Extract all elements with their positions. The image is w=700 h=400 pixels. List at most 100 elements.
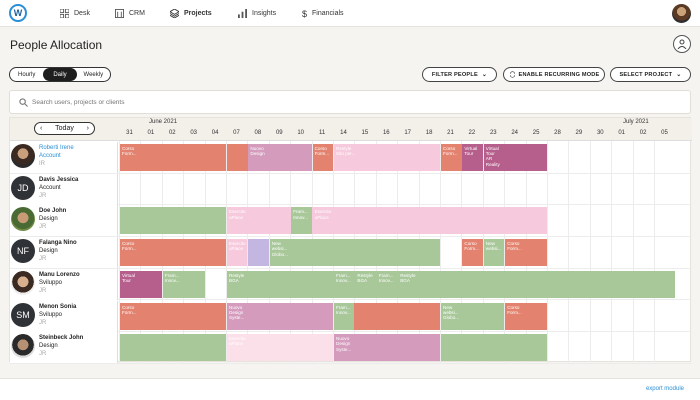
allocation-bar[interactable]: Corso Form... bbox=[120, 239, 226, 267]
allocation-bar[interactable]: Fram... Innov... bbox=[334, 302, 355, 330]
profile-button[interactable] bbox=[673, 35, 691, 53]
allocation-bar[interactable]: Virtual Tour bbox=[462, 144, 483, 171]
allocation-bar-label: Restyle BGA bbox=[357, 272, 373, 283]
person-card[interactable]: NF Falanga Nino Design JR bbox=[10, 237, 118, 269]
nav-insights[interactable]: Insights bbox=[238, 0, 276, 27]
search-bar bbox=[9, 90, 691, 114]
allocation-bar-label: Corso Form... bbox=[122, 241, 137, 252]
chevron-down-icon: ⌄ bbox=[481, 72, 488, 78]
view-toggle: Hourly Daily Weekly bbox=[9, 67, 111, 82]
allocation-bar-label: Corso Form... bbox=[507, 241, 522, 252]
nav-projects[interactable]: Projects bbox=[170, 0, 212, 27]
today-button[interactable]: Today bbox=[55, 125, 74, 132]
allocation-bar[interactable]: Esercito uPlace bbox=[227, 334, 333, 362]
search-input[interactable] bbox=[32, 96, 432, 109]
allocation-bar[interactable]: New websi... Globo... bbox=[269, 239, 440, 267]
allocation-bar[interactable]: Corso Form... bbox=[312, 144, 333, 171]
person-card[interactable]: Roberti Irene Account IR bbox=[10, 142, 118, 173]
allocation-bar[interactable]: Fram... Innov... bbox=[376, 270, 398, 298]
day-gridline bbox=[461, 141, 463, 363]
allocation-bar[interactable] bbox=[441, 334, 547, 362]
day-column-label: 31 bbox=[126, 130, 133, 136]
person-level: JR bbox=[39, 319, 47, 326]
allocation-bar[interactable]: Fram... Innov... bbox=[334, 270, 355, 298]
allocation-bar[interactable]: Restyle BGA bbox=[227, 270, 676, 298]
allocation-bar[interactable]: Virtual Tour AR Reality bbox=[483, 144, 547, 171]
toggle-hourly[interactable]: Hourly bbox=[17, 71, 36, 78]
chevron-down-icon: ⌄ bbox=[676, 72, 682, 78]
person-card[interactable]: JD Davis Jessica Account JR bbox=[10, 173, 118, 205]
allocation-bar-label bbox=[120, 207, 226, 209]
nav-financials-label: Financials bbox=[312, 10, 344, 17]
filter-people-button[interactable]: FILTER PEOPLE ⌄ bbox=[422, 67, 497, 82]
allocation-bar-label: Fram... Innov... bbox=[336, 272, 351, 283]
enable-recurring-button[interactable]: ENABLE RECURRING MODE bbox=[503, 67, 605, 82]
app-logo[interactable]: W bbox=[9, 4, 27, 22]
nav-crm[interactable]: CRM bbox=[115, 0, 145, 27]
user-avatar[interactable] bbox=[672, 4, 691, 23]
allocation-bar[interactable]: Esercito uPlace bbox=[312, 207, 333, 235]
day-gridline bbox=[268, 141, 270, 363]
person-role: Design bbox=[39, 248, 58, 255]
allocation-bar[interactable] bbox=[120, 334, 226, 362]
person-level: JR bbox=[39, 256, 47, 263]
allocation-bar[interactable]: Corso Form... bbox=[505, 239, 547, 267]
allocation-bar[interactable]: Corso Form... bbox=[120, 302, 226, 330]
allocation-bar-label: Virtual Tour bbox=[464, 146, 478, 157]
chevron-right-icon[interactable]: › bbox=[86, 125, 89, 132]
nav-desk[interactable]: Desk bbox=[60, 0, 90, 27]
chevron-left-icon[interactable]: ‹ bbox=[40, 125, 43, 132]
allocation-bar-label: Nuovo Design Syste... bbox=[229, 304, 245, 320]
person-level: JR bbox=[39, 287, 47, 294]
allocation-bar[interactable] bbox=[120, 207, 226, 235]
allocation-bar[interactable]: Corso Form... bbox=[120, 144, 226, 171]
toggle-weekly[interactable]: Weekly bbox=[83, 71, 104, 78]
month-label-june: June 2021 bbox=[149, 119, 178, 125]
export-module-link[interactable]: export module bbox=[645, 386, 684, 392]
allocation-bar-label: Esercito uPlace bbox=[229, 209, 246, 220]
select-project-button[interactable]: SELECT PROJECT ⌄ bbox=[610, 67, 691, 82]
person-card[interactable]: Steinbeck John Design JR bbox=[10, 332, 118, 364]
allocation-bar[interactable]: Restyle BGA bbox=[398, 270, 419, 298]
person-card[interactable]: Manu Lorenzo Sviluppo JR bbox=[10, 268, 118, 300]
top-navigation: W Desk CRM Projects Insights $ Financial… bbox=[0, 0, 700, 27]
enable-recurring-label: ENABLE RECURRING MODE bbox=[518, 71, 600, 78]
calendar-header: ‹ Today › June 2021 July 2021 31 01 02 03 04… bbox=[10, 118, 692, 141]
day-column-label: 01 bbox=[147, 130, 155, 136]
day-column-label: 24 bbox=[511, 130, 519, 136]
nav-financials[interactable]: $ Financials bbox=[302, 0, 344, 27]
allocation-bar[interactable]: Nuovo Design Syste... bbox=[227, 302, 333, 330]
allocation-bar[interactable]: Nuovo Design Syste... bbox=[334, 334, 440, 362]
allocation-bar-label: Virtual Tour bbox=[122, 272, 135, 283]
person-name: Falanga Nino bbox=[39, 240, 77, 247]
allocation-bar[interactable] bbox=[248, 239, 269, 267]
person-card[interactable]: SM Menon Sonia Sviluppo JR bbox=[10, 300, 118, 332]
allocation-bar[interactable]: Restyle Sito per... bbox=[334, 144, 440, 171]
toggle-daily[interactable]: Daily bbox=[43, 68, 77, 81]
allocation-bar-label: Nuovo Design bbox=[250, 146, 265, 157]
day-column-label: 02 bbox=[168, 130, 176, 136]
day-gridline bbox=[247, 141, 249, 363]
allocation-bar[interactable]: New websi... bbox=[483, 239, 505, 267]
allocation-bar[interactable]: Fram... Innov... bbox=[162, 270, 205, 298]
person-avatar bbox=[11, 334, 35, 359]
today-navigator[interactable]: ‹ Today › bbox=[34, 122, 95, 135]
allocation-bar[interactable]: Nuovo Design bbox=[248, 144, 312, 171]
person-card[interactable]: Doe John Design JR bbox=[10, 205, 118, 237]
person-level: IR bbox=[39, 161, 45, 167]
allocation-bar[interactable]: New websi... Globo... bbox=[441, 302, 505, 330]
allocation-bar[interactable]: Corso Form... bbox=[462, 239, 483, 267]
person-name: Davis Jessica bbox=[39, 176, 79, 183]
day-column-label: 30 bbox=[596, 130, 604, 136]
person-name: Steinbeck John bbox=[39, 335, 84, 342]
repeat-icon bbox=[509, 71, 515, 78]
allocation-bar[interactable]: Esercito uPlace bbox=[227, 207, 547, 235]
day-column-label: 15 bbox=[361, 130, 369, 136]
allocation-bar[interactable]: Virtual Tour bbox=[120, 270, 162, 298]
allocation-bar[interactable]: Esercito uPlace bbox=[227, 239, 248, 267]
day-column-label: 17 bbox=[404, 130, 412, 136]
allocation-bar-label: Fram... Innov... bbox=[336, 304, 351, 315]
person-level: JR bbox=[39, 351, 47, 358]
allocation-bar[interactable]: Corso Form... bbox=[505, 302, 547, 330]
allocation-bar[interactable]: Fram... Innov... bbox=[291, 207, 312, 235]
